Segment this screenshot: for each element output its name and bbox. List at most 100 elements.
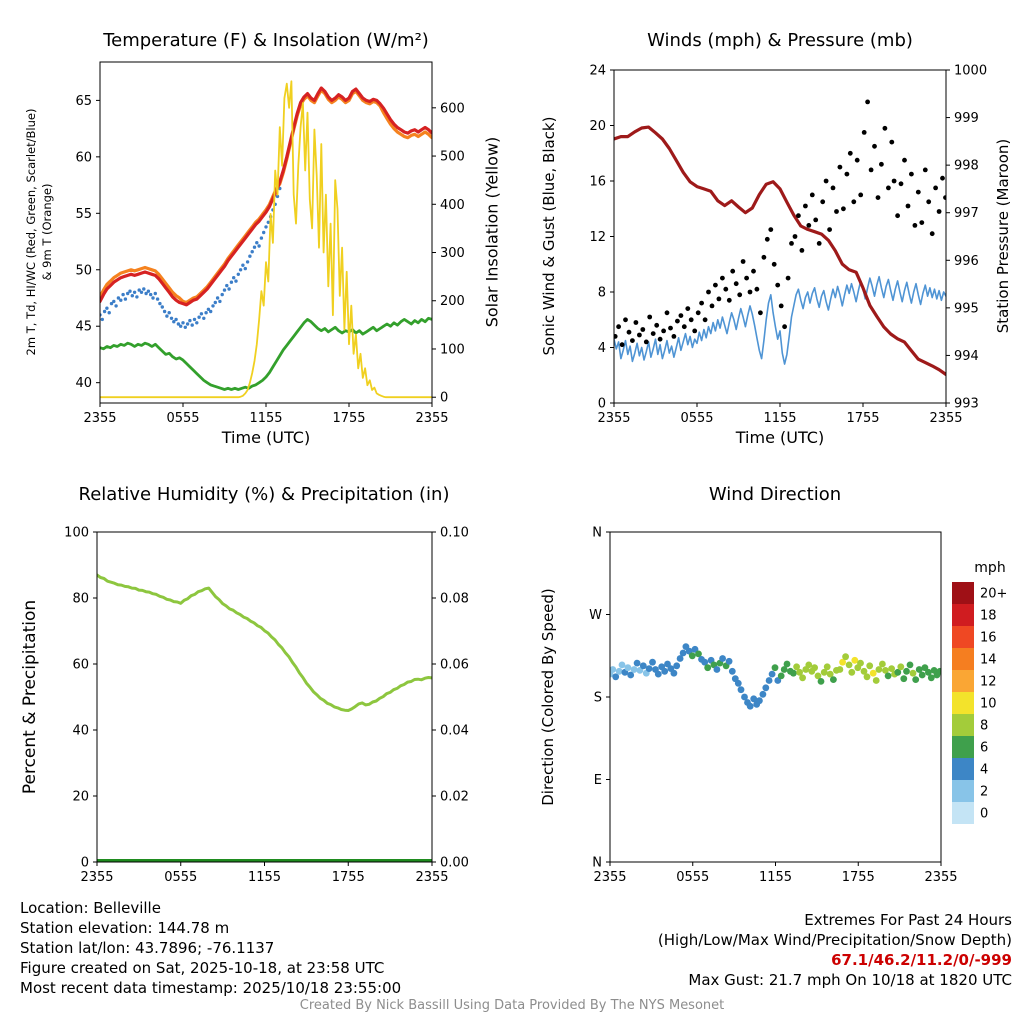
winds-pressure-chart: 2355 0555 1155 1755 235504812162024993994995… <box>589 64 987 427</box>
svg-text:16: 16 <box>980 631 997 646</box>
svg-text:997: 997 <box>954 206 979 221</box>
svg-text:998: 998 <box>954 159 979 174</box>
svg-text:2355: 2355 <box>415 870 448 885</box>
svg-text:2355: 2355 <box>83 411 116 426</box>
svg-text:2355: 2355 <box>924 870 957 885</box>
chart-temp-title: Temperature (F) & Insolation (W/m²) <box>103 30 429 51</box>
svg-text:0: 0 <box>598 397 606 412</box>
svg-text:0555: 0555 <box>680 411 713 426</box>
svg-text:2355: 2355 <box>929 411 962 426</box>
svg-text:0: 0 <box>980 807 988 822</box>
svg-text:14: 14 <box>980 653 997 668</box>
svg-text:45: 45 <box>75 320 92 335</box>
svg-text:1755: 1755 <box>332 411 365 426</box>
svg-text:1155: 1155 <box>763 411 796 426</box>
chart-wind-title: Winds (mph) & Pressure (mb) <box>647 30 913 51</box>
svg-text:999: 999 <box>954 111 979 126</box>
svg-text:W: W <box>589 608 602 623</box>
svg-text:1755: 1755 <box>842 870 875 885</box>
svg-text:12: 12 <box>980 675 997 690</box>
svg-text:10: 10 <box>980 697 997 712</box>
svg-text:1755: 1755 <box>846 411 879 426</box>
svg-text:2355: 2355 <box>80 870 113 885</box>
svg-text:55: 55 <box>75 207 92 222</box>
svg-text:4: 4 <box>980 763 988 778</box>
svg-text:100: 100 <box>64 526 89 541</box>
wind-direction-chart: 2355 0555 1155 1755 2355NESWNmph20+181614121… <box>589 526 1007 886</box>
station-latlon: Station lat/lon: 43.7896; -76.1137 <box>20 939 275 957</box>
svg-text:40: 40 <box>75 376 92 391</box>
svg-text:600: 600 <box>440 101 465 116</box>
figure-created: Figure created on Sat, 2025-10-18, at 23… <box>20 959 385 977</box>
svg-text:24: 24 <box>589 64 606 79</box>
svg-text:0555: 0555 <box>164 870 197 885</box>
svg-text:993: 993 <box>954 397 979 412</box>
station-info-block: Location: Belleville Station elevation: … <box>20 898 401 998</box>
svg-text:994: 994 <box>954 349 979 364</box>
extremes-values: 67.1/46.2/11.2/0/-999 <box>831 951 1012 969</box>
svg-text:20: 20 <box>72 790 89 805</box>
wind-ylabel-left: Sonic Wind & Gust (Blue, Black) <box>540 116 558 356</box>
svg-text:996: 996 <box>954 254 979 269</box>
temp-ylabel-right: Solar Insolation (Yellow) <box>482 136 502 328</box>
svg-text:300: 300 <box>440 246 465 261</box>
svg-text:20+: 20+ <box>980 587 1007 602</box>
svg-text:2: 2 <box>980 785 988 800</box>
svg-text:E: E <box>594 773 602 788</box>
svg-text:16: 16 <box>589 175 606 190</box>
svg-text:N: N <box>592 526 602 541</box>
svg-text:0.06: 0.06 <box>440 658 469 673</box>
svg-text:60: 60 <box>75 150 92 165</box>
rh-ylabel-left: Percent & Precipitation <box>20 599 40 795</box>
svg-text:1755: 1755 <box>332 870 365 885</box>
wind-xlabel: Time (UTC) <box>735 428 825 447</box>
wind-ylabel-right: Station Pressure (Maroon) <box>994 138 1012 334</box>
temp-ylabel-left-line2: & 9m T (Orange) <box>40 183 54 281</box>
svg-text:0.08: 0.08 <box>440 592 469 607</box>
svg-text:1155: 1155 <box>248 870 281 885</box>
svg-text:12: 12 <box>589 230 606 245</box>
svg-text:0.02: 0.02 <box>440 790 469 805</box>
svg-text:40: 40 <box>72 724 89 739</box>
svg-text:0: 0 <box>440 391 448 406</box>
temp-xlabel: Time (UTC) <box>221 428 311 447</box>
svg-text:500: 500 <box>440 150 465 165</box>
svg-text:8: 8 <box>598 286 606 301</box>
data-timestamp: Most recent data timestamp: 2025/10/18 2… <box>20 979 402 997</box>
svg-text:60: 60 <box>72 658 89 673</box>
svg-text:0555: 0555 <box>676 870 709 885</box>
svg-text:0.10: 0.10 <box>440 526 469 541</box>
svg-text:995: 995 <box>954 301 979 316</box>
chart-dir-title: Wind Direction <box>708 484 842 505</box>
chart-rh-title: Relative Humidity (%) & Precipitation (i… <box>78 484 450 505</box>
temp-ylabel-left-line1: 2m T, Td, HI/WC (Red, Green, Scarlet/Blu… <box>24 108 38 356</box>
svg-text:1155: 1155 <box>759 870 792 885</box>
svg-text:400: 400 <box>440 198 465 213</box>
humidity-precip-chart: 2355 0555 1155 1755 23550204060801000.000.02… <box>64 526 469 886</box>
credit-line: Created By Nick Bassill Using Data Provi… <box>299 998 725 1013</box>
svg-text:S: S <box>594 691 602 706</box>
svg-text:mph: mph <box>974 560 1005 576</box>
dir-ylabel-left: Direction (Colored By Speed) <box>539 588 557 806</box>
svg-text:6: 6 <box>980 741 988 756</box>
svg-text:200: 200 <box>440 294 465 309</box>
svg-text:1155: 1155 <box>249 411 282 426</box>
svg-text:0.00: 0.00 <box>440 856 469 871</box>
svg-text:1000: 1000 <box>954 64 987 79</box>
svg-text:2355: 2355 <box>597 411 630 426</box>
extremes-block: Extremes For Past 24 Hours (High/Low/Max… <box>658 910 1012 990</box>
station-elevation: Station elevation: 144.78 m <box>20 919 230 937</box>
svg-text:0555: 0555 <box>166 411 199 426</box>
svg-text:2355: 2355 <box>593 870 626 885</box>
svg-text:80: 80 <box>72 592 89 607</box>
extremes-title: Extremes For Past 24 Hours <box>804 911 1012 929</box>
svg-text:0.04: 0.04 <box>440 724 469 739</box>
svg-text:N: N <box>592 856 602 871</box>
svg-text:20: 20 <box>589 119 606 134</box>
max-gust: Max Gust: 21.7 mph On 10/18 at 1820 UTC <box>688 971 1012 989</box>
svg-text:50: 50 <box>75 263 92 278</box>
extremes-subtitle: (High/Low/Max Wind/Precipitation/Snow De… <box>657 931 1012 949</box>
svg-text:2355: 2355 <box>415 411 448 426</box>
svg-text:65: 65 <box>75 94 92 109</box>
